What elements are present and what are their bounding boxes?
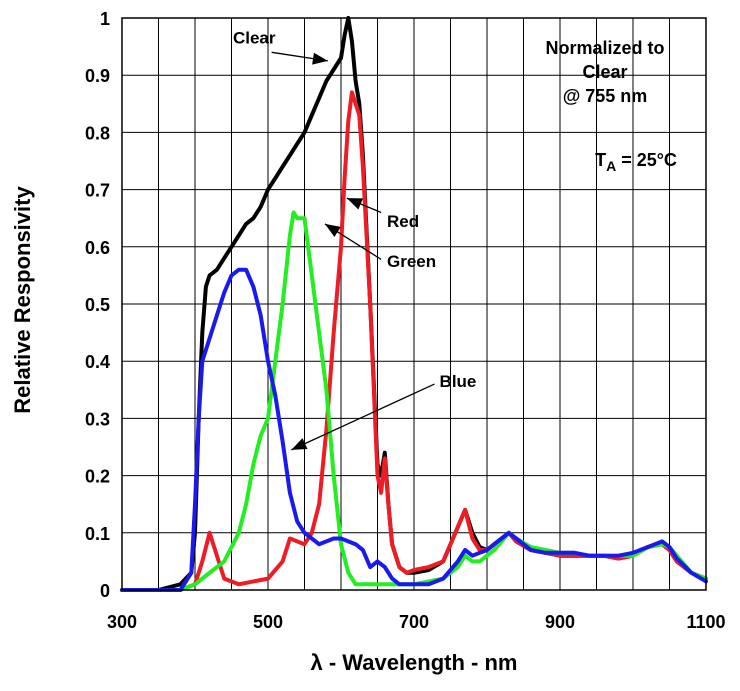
grid <box>122 18 706 590</box>
annotation-label-blue: Blue <box>440 372 477 391</box>
annotation-arrow-blue <box>291 383 435 451</box>
y-tick-label: 0 <box>100 581 110 601</box>
temperature-label: TA = 25°C <box>595 150 677 174</box>
annotation-arrowhead-green <box>324 223 341 237</box>
x-axis-label: λ - Wavelength - nm <box>311 650 518 675</box>
y-axis-label: Relative Responsivity <box>10 186 35 414</box>
x-tick-label: 700 <box>399 612 429 632</box>
annotation-label-red: Red <box>387 212 419 231</box>
annotation-arrowhead-clear <box>312 52 328 65</box>
series-line-blue <box>120 267 708 592</box>
y-tick-label: 0.1 <box>85 524 110 544</box>
y-tick-labels: 0 0.1 0.2 0.3 0.4 0.5 0.6 0.7 0.8 0.9 1 <box>85 9 110 601</box>
y-tick-label: 0.3 <box>85 409 110 429</box>
x-tick-label: 500 <box>253 612 283 632</box>
series-annotations: Clear Red Green Blue <box>233 29 477 451</box>
normalization-note-line: Clear <box>582 62 627 82</box>
normalization-note: Normalized to Clear @ 755 nm <box>545 38 664 106</box>
y-tick-label: 0.5 <box>85 295 110 315</box>
y-tick-label: 0.4 <box>85 352 110 372</box>
y-tick-label: 0.6 <box>85 238 110 258</box>
x-tick-labels: 300 500 700 900 1100 <box>107 612 726 632</box>
x-tick-label: 1100 <box>686 612 725 632</box>
normalization-note-line: Normalized to <box>545 38 664 58</box>
y-tick-label: 0.2 <box>85 467 110 487</box>
series-layer <box>120 16 708 592</box>
annotation-arrowhead-blue <box>291 438 308 450</box>
temp-sub: A <box>606 158 616 174</box>
y-tick-label: 0.7 <box>85 181 110 201</box>
normalization-note-line: @ 755 nm <box>563 86 648 106</box>
plot-frame <box>121 17 707 591</box>
y-tick-label: 0.8 <box>85 123 110 143</box>
annotation-arrowhead-red <box>346 198 363 210</box>
x-tick-label: 900 <box>545 612 575 632</box>
y-tick-label: 0.9 <box>85 66 110 86</box>
y-tick-label: 1 <box>100 9 110 29</box>
annotation-label-clear: Clear <box>233 29 276 48</box>
temp-main: T <box>595 150 606 170</box>
x-tick-label: 300 <box>107 612 137 632</box>
annotation-label-green: Green <box>387 252 436 271</box>
temp-rest: = 25°C <box>616 150 677 170</box>
